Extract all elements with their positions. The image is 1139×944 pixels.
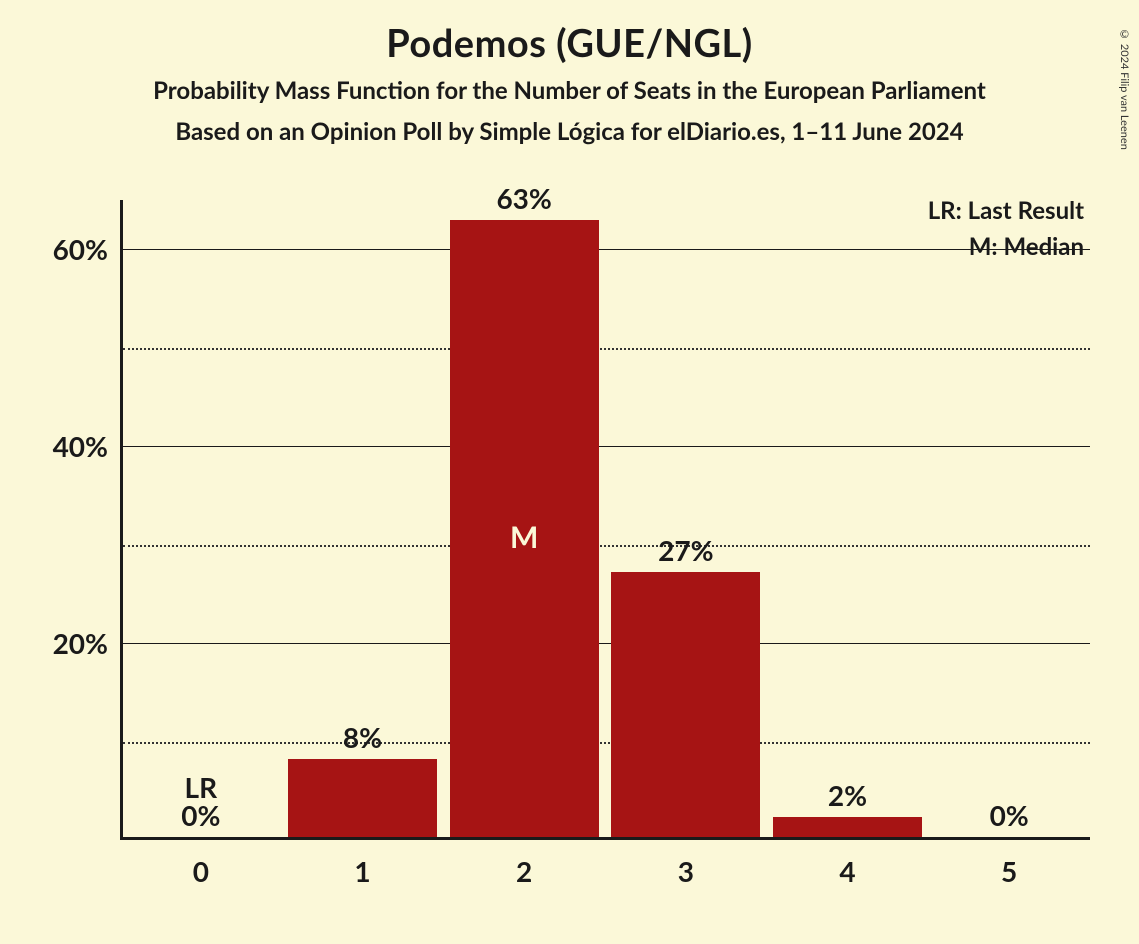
x-tick-label: 0 <box>193 854 209 888</box>
x-tick-label: 1 <box>354 854 370 888</box>
chart-subtitle-2: Based on an Opinion Poll by Simple Lógic… <box>0 117 1139 146</box>
bar-value-label: 0% <box>990 798 1029 832</box>
bar-value-label: 27% <box>658 533 713 567</box>
copyright: © 2024 Filip van Leenen <box>1118 28 1131 150</box>
plot-area: LR: Last Result M: Median 20%40%60%00%LR… <box>120 200 1090 840</box>
y-tick-label: 20% <box>53 626 108 660</box>
y-axis <box>120 200 123 840</box>
y-tick-label: 40% <box>53 429 108 463</box>
bar-value-label: 8% <box>343 720 382 754</box>
gridline-minor <box>123 348 1090 350</box>
chart-container: Podemos (GUE/NGL) Probability Mass Funct… <box>0 20 1139 944</box>
bar-value-label: 63% <box>496 181 551 215</box>
legend-m: M: Median <box>969 232 1084 261</box>
chart-subtitle-1: Probability Mass Function for the Number… <box>0 76 1139 105</box>
x-axis <box>120 837 1090 840</box>
x-tick-label: 5 <box>1001 854 1017 888</box>
bar <box>773 817 922 837</box>
y-tick-label: 60% <box>53 232 108 266</box>
lr-marker: LR <box>185 770 218 804</box>
median-marker: M <box>510 519 538 555</box>
bar <box>288 759 437 837</box>
x-tick-label: 3 <box>678 854 694 888</box>
x-tick-label: 4 <box>839 854 855 888</box>
chart-title: Podemos (GUE/NGL) <box>0 20 1139 66</box>
bar-value-label: 2% <box>828 778 867 812</box>
bar <box>611 572 760 837</box>
gridline-minor <box>123 545 1090 547</box>
x-tick-label: 2 <box>516 854 532 888</box>
gridline-major <box>123 643 1090 644</box>
gridline-major <box>123 249 1090 250</box>
gridline-minor <box>123 742 1090 744</box>
gridline-major <box>123 446 1090 447</box>
legend-lr: LR: Last Result <box>928 196 1084 225</box>
